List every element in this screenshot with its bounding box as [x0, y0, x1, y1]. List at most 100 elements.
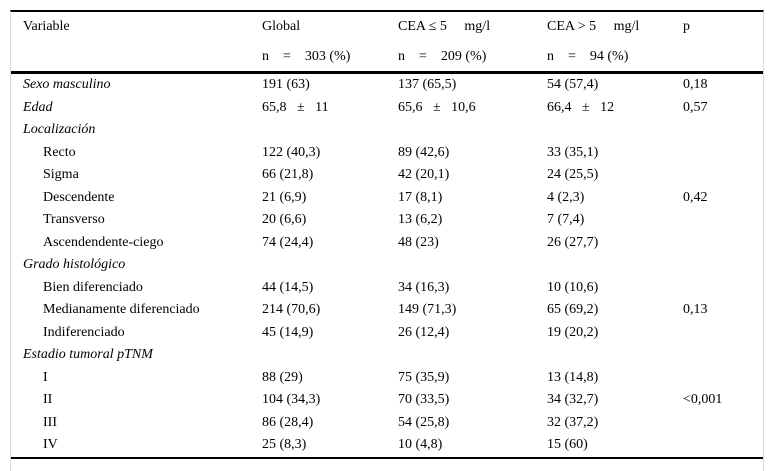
cell-global: 25 (8,3) [262, 437, 307, 453]
table-row: Edad 65,8 ± 11 65,6 ± 10,6 66,4 ± 12 0,5… [11, 97, 763, 120]
row-label: Sexo masculino [23, 77, 111, 93]
cell-global: 45 (14,9) [262, 324, 314, 340]
row-label: II [43, 392, 53, 408]
cell-cea-gt5: 4 (2,3) [547, 189, 585, 205]
cell-global: 122 (40,3) [262, 144, 321, 160]
row-label: Grado histológico [23, 257, 126, 273]
table-row: Ascendendente-ciego 74 (24,4) 48 (23) 26… [11, 232, 763, 255]
cell-global: 66 (21,8) [262, 167, 314, 183]
row-label: Transverso [43, 212, 105, 228]
row-label-cell: III [11, 414, 262, 430]
cell-p: 0,42 [683, 189, 708, 205]
cell-global: 214 (70,6) [262, 302, 321, 318]
row-label: IV [43, 437, 58, 453]
cell-global: 74 (24,4) [262, 234, 314, 250]
subheader-n-cea-gt5: n = 94 (%) [547, 48, 629, 64]
row-label: Recto [43, 144, 76, 160]
table-row: Descendente 21 (6,9) 17 (8,1) 4 (2,3) 0,… [11, 187, 763, 210]
row-label-cell: Transverso [11, 213, 262, 227]
cell-global: 104 (34,3) [262, 392, 321, 408]
cell-p: <0,001 [683, 392, 723, 408]
row-label-cell: I [11, 370, 262, 385]
row-label-cell: Estadio tumoral pTNM [11, 348, 262, 362]
table-row: Localización [11, 119, 763, 142]
cell-cea-le5: 42 (20,1) [398, 167, 450, 183]
row-label: Descendente [43, 189, 115, 205]
header-row: Variable Global CEA ≤ 5 mg/l CEA > 5 mg/… [11, 12, 763, 42]
cell-cea-gt5: 10 (10,6) [547, 279, 599, 295]
row-label-cell: II [11, 393, 262, 407]
cell-cea-gt5: 24 (25,5) [547, 167, 599, 183]
row-label: Ascendendente-ciego [43, 234, 164, 250]
cell-cea-le5: 13 (6,2) [398, 212, 443, 228]
row-label-cell: Sexo masculino [11, 78, 262, 92]
table-row: Medianamente diferenciado 214 (70,6) 149… [11, 299, 763, 322]
row-label-cell: Sigma [11, 168, 262, 182]
cell-p: 0,18 [683, 77, 708, 93]
cell-cea-le5: 149 (71,3) [398, 302, 457, 318]
subheader-row: n = 303 (%) n = 209 (%) n = 94 (%) [11, 42, 763, 71]
table-row: Indiferenciado 45 (14,9) 26 (12,4) 19 (2… [11, 322, 763, 345]
cell-global: 88 (29) [262, 369, 303, 385]
cell-global: 44 (14,5) [262, 279, 314, 295]
cell-cea-le5: 65,6 ± 10,6 [398, 99, 476, 115]
cell-global: 86 (28,4) [262, 414, 314, 430]
cell-global: 65,8 ± 11 [262, 99, 329, 115]
clinical-variables-table: Variable Global CEA ≤ 5 mg/l CEA > 5 mg/… [10, 10, 764, 471]
row-label-cell: Medianamente diferenciado [11, 303, 262, 317]
cell-cea-gt5: 13 (14,8) [547, 369, 599, 385]
cell-cea-le5: 17 (8,1) [398, 189, 443, 205]
cell-cea-gt5: 15 (60) [547, 437, 588, 453]
cell-cea-gt5: 33 (35,1) [547, 144, 599, 160]
cell-cea-gt5: 26 (27,7) [547, 234, 599, 250]
cell-cea-gt5: 65 (69,2) [547, 302, 599, 318]
col-header-cea-gt5: CEA > 5 mg/l [547, 19, 640, 34]
row-label: Sigma [43, 167, 79, 183]
table-header: Variable Global CEA ≤ 5 mg/l CEA > 5 mg/… [11, 12, 763, 74]
row-label-cell: Recto [11, 144, 262, 160]
cell-cea-le5: 26 (12,4) [398, 324, 450, 340]
row-label-cell: Localización [11, 123, 262, 137]
cell-global: 21 (6,9) [262, 189, 307, 205]
row-label-cell: Edad [11, 100, 262, 115]
cell-cea-le5: 48 (23) [398, 234, 439, 250]
row-label-cell: Grado histológico [11, 258, 262, 272]
cell-global: 20 (6,6) [262, 212, 307, 228]
cell-cea-le5: 89 (42,6) [398, 144, 450, 160]
cell-p: 0,13 [683, 302, 708, 318]
cell-cea-gt5: 19 (20,2) [547, 324, 599, 340]
cell-global: 191 (63) [262, 77, 310, 93]
row-label: Bien diferenciado [43, 279, 143, 295]
table-row: IV 25 (8,3) 10 (4,8) 15 (60) [11, 434, 763, 457]
cell-cea-le5: 10 (4,8) [398, 437, 443, 453]
table-row: Transverso 20 (6,6) 13 (6,2) 7 (7,4) [11, 209, 763, 232]
cell-cea-gt5: 66,4 ± 12 [547, 99, 615, 115]
table-row: Estadio tumoral pTNM [11, 344, 763, 367]
row-label-cell: IV [11, 438, 262, 452]
cell-cea-gt5: 7 (7,4) [547, 212, 585, 228]
table-row: Sexo masculino 191 (63) 137 (65,5) 54 (5… [11, 74, 763, 97]
cell-cea-le5: 70 (33,5) [398, 392, 450, 408]
row-label: Localización [23, 122, 96, 138]
subheader-n-cea-le5: n = 209 (%) [398, 48, 487, 64]
table-row: I 88 (29) 75 (35,9) 13 (14,8) [11, 367, 763, 390]
row-label: Indiferenciado [43, 324, 125, 340]
row-label-cell: Descendente [11, 189, 262, 205]
col-header-global: Global [262, 19, 301, 34]
table-row: Recto 122 (40,3) 89 (42,6) 33 (35,1) [11, 142, 763, 165]
cell-cea-gt5: 54 (57,4) [547, 77, 599, 93]
cell-cea-le5: 75 (35,9) [398, 369, 450, 385]
row-label: Medianamente diferenciado [43, 302, 200, 318]
table-row: III 86 (28,4) 54 (25,8) 32 (37,2) [11, 412, 763, 435]
cell-cea-gt5: 34 (32,7) [547, 392, 599, 408]
row-label-cell: Bien diferenciado [11, 279, 262, 295]
row-label-cell: Indiferenciado [11, 324, 262, 340]
cell-cea-gt5: 32 (37,2) [547, 414, 599, 430]
col-header-variable: Variable [23, 19, 70, 34]
col-header-cea-le5: CEA ≤ 5 mg/l [398, 19, 491, 34]
table-row: Bien diferenciado 44 (14,5) 34 (16,3) 10… [11, 277, 763, 300]
cell-p: 0,57 [683, 99, 708, 115]
row-label: III [43, 414, 57, 430]
col-header-p: p [683, 19, 690, 34]
row-label: Estadio tumoral pTNM [23, 347, 153, 363]
